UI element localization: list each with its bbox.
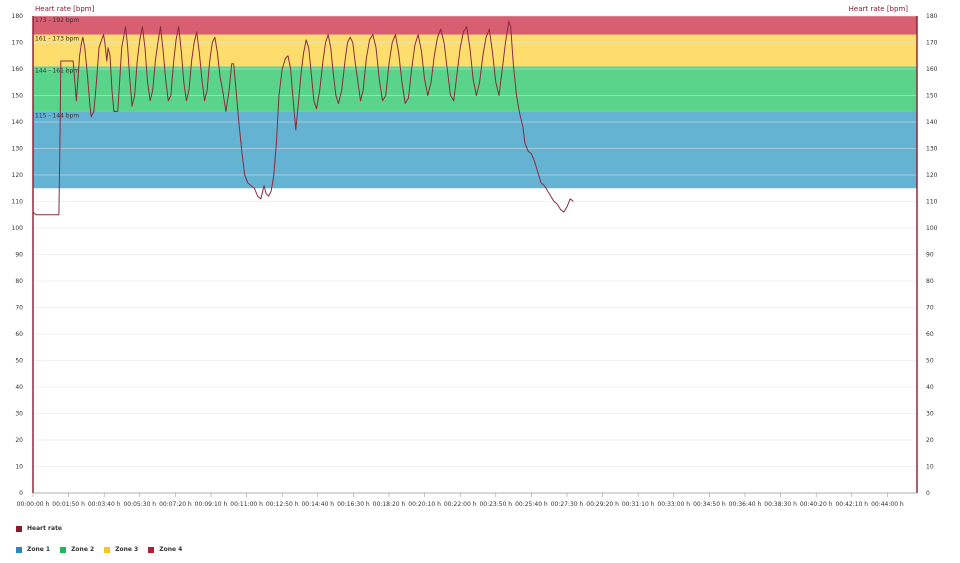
legend-zones: Zone 1 Zone 2 Zone 3 Zone 4 [16,546,192,553]
y-axis-right-ticks: 0 10 20 30 40 50 60 70 80 90 100 110 120 130 140 150 160… [926,13,938,497]
y-right-tick-90: 90 [926,252,934,259]
y-left-tick-140: 140 [12,119,24,126]
y-left-tick-40: 40 [15,384,23,391]
zone-labels: 115 - 144 bpm 144 - 161 bpm 161 - 173 bpm 1… [35,17,79,119]
y-right-tick-180: 180 [926,13,938,20]
x-tick-label-17: 00:31:10 h [622,501,655,508]
x-tick-label-20: 00:36:40 h [729,501,762,508]
legend-heart-rate-label: Heart rate [27,525,63,532]
y-left-tick-150: 150 [12,93,24,100]
y-left-tick-180: 180 [12,13,24,20]
y-right-tick-130: 130 [926,146,938,153]
x-tick-label-18: 00:33:00 h [657,501,690,508]
y-left-tick-60: 60 [15,331,23,338]
y-right-tick-120: 120 [926,172,938,179]
legend-zone-3: Zone 3 [104,546,138,553]
x-tick-label-16: 00:29:20 h [586,501,619,508]
y-left-tick-130: 130 [12,146,24,153]
y-right-tick-80: 80 [926,278,934,285]
y-left-tick-110: 110 [12,199,24,206]
zone-2-swatch [60,546,67,553]
y-left-tick-0: 0 [19,490,23,497]
x-tick-label-23: 00:42:10 h [835,501,868,508]
heart-rate-swatch [16,525,22,532]
x-axis-ticks: 00:00:00 h 00:01:50 h 00:03:40 h 00:05:30 h… [17,493,904,508]
y-right-tick-20: 20 [926,437,934,444]
legend-zone-1: Zone 1 [16,546,50,553]
x-tick-label-6: 00:11:00 h [230,501,263,508]
zone-2-range-label: 144 - 161 bpm [35,67,79,74]
y-right-tick-110: 110 [926,199,938,206]
x-tick-label-19: 00:34:50 h [693,501,726,508]
x-tick-label-5: 00:09:10 h [195,501,228,508]
y-right-tick-30: 30 [926,411,934,418]
legend-zone-2: Zone 2 [60,546,94,553]
y-left-tick-160: 160 [12,66,24,73]
x-tick-label-7: 00:12:50 h [266,501,299,508]
y-left-tick-30: 30 [15,411,23,418]
zone-4-swatch [148,546,155,553]
series-line-heart-rate [32,20,574,216]
x-tick-label-3: 00:05:30 h [123,501,156,508]
legend-zone-1-label: Zone 1 [27,546,51,553]
y-left-tick-10: 10 [15,464,23,471]
x-tick-label-10: 00:18:20 h [373,501,406,508]
x-tick-label-8: 00:14:40 h [301,501,334,508]
zone-4-range-label: 173 - 192 bpm [35,17,79,24]
y-axis-left-title: Heart rate [bpm] [35,5,95,13]
y-right-tick-150: 150 [926,93,938,100]
zone-3-range-label: 161 - 173 bpm [35,36,79,43]
y-right-tick-10: 10 [926,464,934,471]
x-tick-label-0: 00:00:00 h [17,501,50,508]
y-right-tick-50: 50 [926,358,934,365]
y-left-tick-50: 50 [15,358,23,365]
zone-band-1 [33,111,917,189]
y-left-tick-100: 100 [12,225,24,232]
x-tick-label-1: 00:01:50 h [52,501,85,508]
y-left-tick-20: 20 [15,437,23,444]
legend-series: Heart rate [16,525,62,532]
x-tick-label-14: 00:25:40 h [515,501,548,508]
x-tick-label-22: 00:40:20 h [800,501,833,508]
y-axis-left-ticks: 0 10 20 30 40 50 60 70 80 90 100 110 120 130 140 150 160… [12,13,24,497]
grid-lines [33,15,917,494]
x-tick-label-11: 00:20:10 h [408,501,441,508]
y-left-tick-90: 90 [15,252,23,259]
y-right-tick-70: 70 [926,305,934,312]
x-tick-label-24: 00:44:00 h [871,501,904,508]
legend-zone-4: Zone 4 [148,546,182,553]
legend-zone-3-label: Zone 3 [115,546,139,553]
y-left-tick-170: 170 [12,40,24,47]
x-tick-label-15: 00:27:30 h [551,501,584,508]
x-tick-label-2: 00:03:40 h [88,501,121,508]
y-right-tick-0: 0 [926,490,930,497]
y-right-tick-170: 170 [926,40,938,47]
y-right-tick-100: 100 [926,225,938,232]
x-tick-label-4: 00:07:20 h [159,501,192,508]
zone-bands [33,16,917,189]
y-left-tick-70: 70 [15,305,23,312]
y-right-tick-160: 160 [926,66,938,73]
zone-1-range-label: 115 - 144 bpm [35,112,79,119]
x-tick-label-13: 00:23:50 h [479,501,512,508]
axes [32,16,918,494]
y-left-tick-80: 80 [15,278,23,285]
zone-3-swatch [104,546,111,553]
zone-1-swatch [16,546,22,553]
x-tick-label-12: 00:22:00 h [444,501,477,508]
legend-zone-4-label: Zone 4 [159,546,183,553]
legend-zone-2-label: Zone 2 [71,546,95,553]
zone-band-4 [33,16,917,35]
y-left-tick-120: 120 [12,172,24,179]
y-axis-right-title: Heart rate [bpm] [849,5,909,13]
zone-band-3 [33,34,917,67]
series-layer [32,20,574,216]
y-right-tick-60: 60 [926,331,934,338]
x-tick-label-21: 00:38:30 h [764,501,797,508]
y-right-tick-40: 40 [926,384,934,391]
x-tick-label-9: 00:16:30 h [337,501,370,508]
y-right-tick-140: 140 [926,119,938,126]
